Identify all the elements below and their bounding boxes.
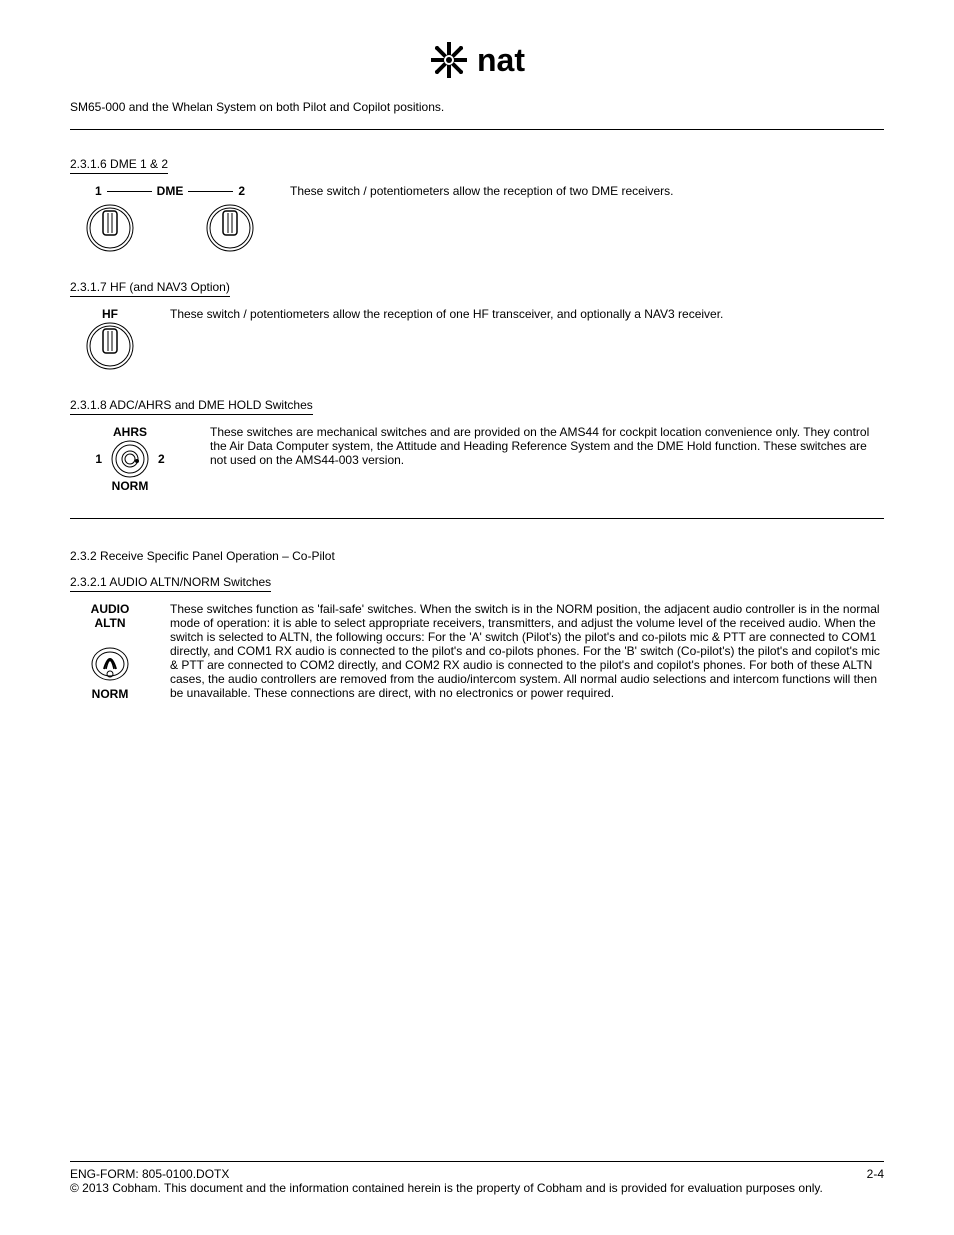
hf-illustration: HF	[70, 307, 150, 371]
hf-label: HF	[102, 307, 118, 321]
dme-num-2: 2	[238, 184, 245, 198]
snowflake-icon	[429, 40, 469, 80]
knob-icon	[85, 321, 135, 371]
logo: nat	[429, 40, 525, 80]
section-title: 2.3.1.8 ADC/AHRS and DME HOLD Switches	[70, 398, 313, 415]
footer-left: ENG-FORM: 805-0100.DOTX	[70, 1167, 229, 1181]
knob-icon	[85, 203, 135, 253]
footer-page: 2-4	[867, 1167, 884, 1181]
dme-num-1: 1	[95, 184, 102, 198]
page-header: nat	[70, 40, 884, 85]
page-footer: ENG-FORM: 805-0100.DOTX 2-4 © 2013 Cobha…	[70, 1161, 884, 1195]
footer-copyright: © 2013 Cobham. This document and the inf…	[70, 1181, 884, 1195]
ahrs-illustration: AHRS 1 2 NORM	[70, 425, 190, 493]
footer-divider	[70, 1161, 884, 1162]
section-title: 2.3.1.6 DME 1 & 2	[70, 157, 168, 174]
divider	[70, 518, 884, 519]
audio-label-2: ALTN	[91, 616, 130, 630]
section-dme: 2.3.1.6 DME 1 & 2 1 DME 2	[70, 155, 884, 253]
ahrs-body: These switches are mechanical switches a…	[210, 425, 884, 467]
audio-body: These switches function as 'fail-safe' s…	[170, 602, 884, 700]
audio-label-1: AUDIO	[91, 602, 130, 616]
rotary-switch-icon	[110, 439, 150, 479]
ahrs-num-2: 2	[158, 452, 165, 466]
section-title: 2.3.1.7 HF (and NAV3 Option)	[70, 280, 230, 297]
dme-body: These switch / potentiometers allow the …	[290, 184, 884, 198]
audio-bottom-label: NORM	[92, 687, 129, 701]
section-title: 2.3.2.1 AUDIO ALTN/NORM Switches	[70, 575, 271, 592]
divider	[70, 129, 884, 130]
section-audio: 2.3.2.1 AUDIO ALTN/NORM Switches AUDIO A…	[70, 573, 884, 701]
hf-body: These switch / potentiometers allow the …	[170, 307, 884, 321]
dme-label: DME	[157, 184, 184, 198]
ahrs-top-label: AHRS	[113, 425, 147, 439]
dme-line-left	[107, 191, 152, 192]
knob-icon	[205, 203, 255, 253]
logo-text: nat	[477, 42, 525, 79]
section-hf: 2.3.1.7 HF (and NAV3 Option) HF These sw…	[70, 278, 884, 371]
audio-illustration: AUDIO ALTN NORM	[70, 602, 150, 701]
toggle-switch-icon	[90, 634, 130, 684]
top-line-text: SM65-000 and the Whelan System on both P…	[70, 100, 884, 114]
dme-illustration: 1 DME 2	[70, 184, 270, 253]
section-heading: 2.3.2 Receive Specific Panel Operation –…	[70, 549, 884, 563]
ahrs-bottom-label: NORM	[112, 479, 149, 493]
ahrs-num-1: 1	[95, 452, 102, 466]
section-ahrs: 2.3.1.8 ADC/AHRS and DME HOLD Switches A…	[70, 396, 884, 493]
dme-line-right	[188, 191, 233, 192]
